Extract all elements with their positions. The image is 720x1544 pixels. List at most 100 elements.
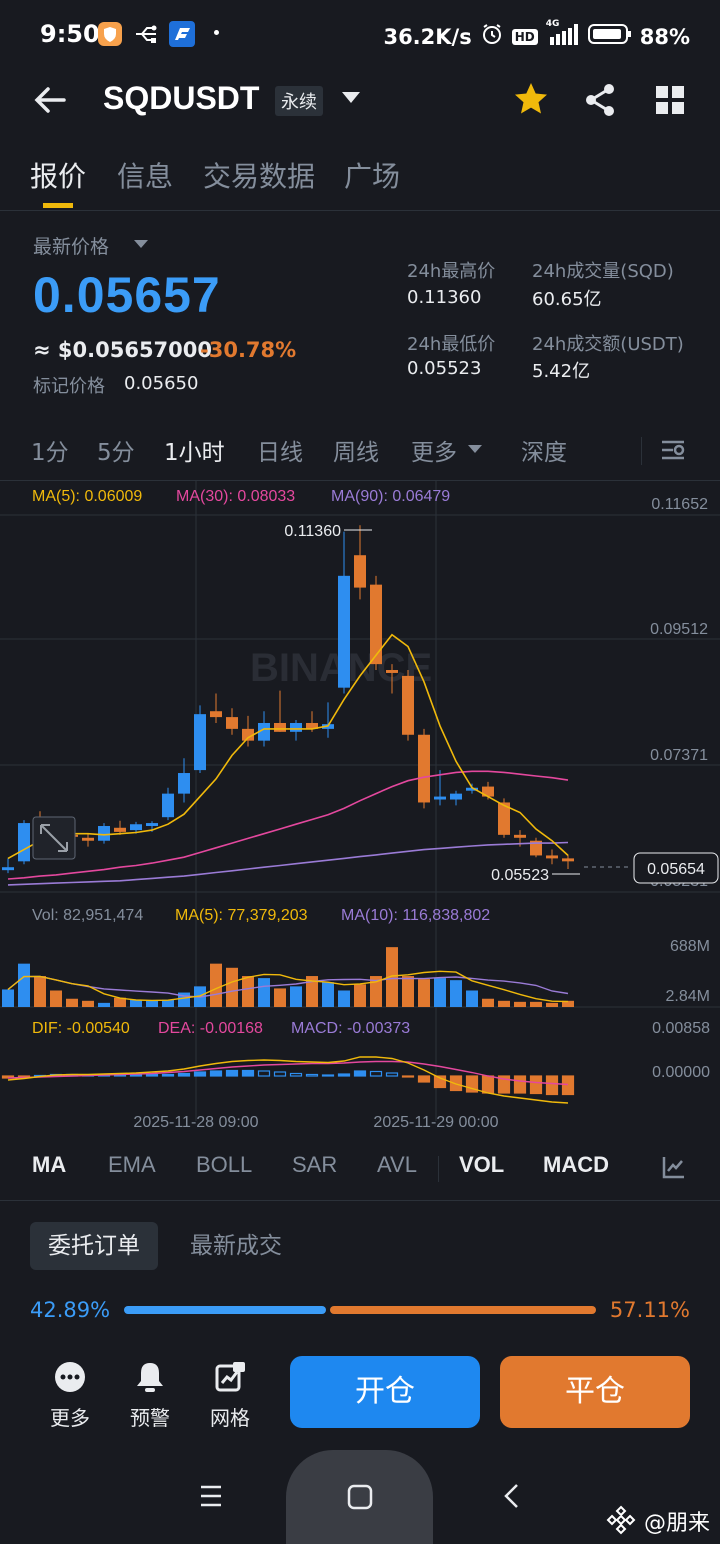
indicator-boll[interactable]: BOLL: [196, 1152, 253, 1177]
layout-grid-icon[interactable]: [655, 85, 685, 119]
indicator-vol[interactable]: VOL: [459, 1152, 505, 1177]
interval-5m[interactable]: 5分: [97, 440, 135, 466]
dif-legend: DIF: -0.00540: [32, 1020, 130, 1037]
kline-chart-svg[interactable]: BINANCE MA(5): 0.06009 MA(30): 0.08033 M…: [0, 481, 720, 1136]
kline-chart[interactable]: BINANCE MA(5): 0.06009 MA(30): 0.08033 M…: [0, 480, 720, 1135]
volume-bar: [402, 976, 414, 1007]
tab-quote[interactable]: 报价: [30, 160, 87, 193]
ma90-legend: MA(90): 0.06479: [331, 488, 450, 505]
symbol-title[interactable]: SQDUSDT: [103, 80, 260, 116]
grid-action[interactable]: 网格: [200, 1360, 260, 1431]
macd-hist-bar: [449, 1075, 463, 1092]
ma-lines-group: [7, 633, 569, 886]
macd-hist-bar: [353, 1070, 367, 1077]
macd-hist-bar: [241, 1069, 255, 1077]
volume-bar: [498, 1000, 510, 1007]
candle-body: [194, 714, 206, 771]
indicator-sar[interactable]: SAR: [292, 1152, 338, 1177]
candle-body: [274, 722, 286, 732]
price-type-dropdown-icon[interactable]: [134, 240, 148, 248]
volume-bar: [386, 947, 398, 1007]
favorite-star-icon[interactable]: [512, 80, 550, 122]
chart-settings-icon[interactable]: [659, 436, 687, 468]
macd-hist-bar: [321, 1074, 335, 1077]
candle-body: [482, 786, 494, 797]
interval-depth[interactable]: 深度: [521, 440, 567, 466]
current-price-tag[interactable]: [633, 852, 719, 884]
macd-hist-bar: [209, 1070, 223, 1077]
last-price-label[interactable]: 最新价格: [33, 236, 110, 258]
tab-info[interactable]: 信息: [117, 160, 174, 193]
battery-icon: [587, 23, 632, 50]
macd-legend: MACD: -0.00373: [291, 1020, 410, 1037]
more-label: 更多: [50, 1406, 90, 1430]
volume-axis-min: 2.84M: [666, 988, 710, 1005]
macd-hist-bar: [385, 1072, 399, 1077]
interval-1m[interactable]: 1分: [31, 440, 69, 466]
home-icon[interactable]: [347, 1484, 373, 1514]
open-position-button[interactable]: 开仓: [290, 1356, 480, 1428]
turnover-24h-label: 24h成交额(USDT): [532, 334, 684, 355]
interval-1h[interactable]: 1小时: [164, 440, 225, 466]
candle-body: [466, 787, 478, 791]
close-position-button[interactable]: 平仓: [500, 1356, 690, 1428]
volume-24h-label: 24h成交量(SQD): [532, 261, 674, 282]
alert-action[interactable]: 预警: [120, 1360, 180, 1431]
last-price: 0.05657: [33, 267, 221, 323]
interval-more[interactable]: 更多: [411, 440, 457, 466]
section-divider: [0, 1200, 720, 1201]
indicator-ema[interactable]: EMA: [108, 1152, 156, 1177]
interval-bar: 1分 5分 1小时 日线 周线 更多 深度: [0, 433, 720, 473]
candle-body: [338, 575, 350, 688]
candle-body: [114, 827, 126, 832]
more-dropdown-icon[interactable]: [468, 445, 482, 453]
tab-trading-data[interactable]: 交易数据: [203, 160, 316, 193]
price-change: -30.78%: [200, 338, 297, 362]
high-24h-value: 0.11360: [407, 287, 482, 308]
indicator-ma[interactable]: MA: [32, 1152, 67, 1177]
net-speed: 36.2K/s: [383, 24, 472, 49]
alarm-icon: [480, 22, 504, 51]
expand-chart-icon[interactable]: [32, 816, 76, 860]
interval-1d[interactable]: 日线: [257, 440, 303, 466]
dea-legend: DEA: -0.00168: [158, 1020, 263, 1037]
tab-open-orders[interactable]: 委托订单: [30, 1222, 158, 1270]
dot-icon: [214, 30, 219, 35]
macd-axis-max: 0.00858: [652, 1020, 710, 1037]
candle-body: [402, 675, 414, 735]
tab-latest-trades[interactable]: 最新成交: [190, 1233, 282, 1259]
volume-bar: [130, 999, 142, 1007]
indicator-avl[interactable]: AVL: [377, 1152, 417, 1177]
candle-body: [290, 722, 302, 732]
volume-bar: [2, 989, 14, 1007]
macd-hist-bar: [465, 1075, 479, 1093]
hd-icon: HD: [511, 28, 538, 45]
more-action[interactable]: 更多: [40, 1360, 100, 1431]
volume-axis-max: 688M: [670, 938, 710, 955]
mark-price-value: 0.05650: [124, 373, 199, 394]
share-icon[interactable]: [582, 82, 618, 122]
volume-bar: [322, 982, 334, 1007]
volume-bar: [98, 1002, 110, 1007]
recent-apps-icon[interactable]: [200, 1484, 222, 1512]
y-tick-2: 0.09512: [650, 621, 708, 638]
volume-bars-group: [2, 947, 574, 1007]
indicator-settings-icon[interactable]: [661, 1154, 687, 1184]
symbol-dropdown-icon[interactable]: [342, 92, 360, 103]
back-arrow-icon[interactable]: [30, 80, 70, 120]
status-bar: 9:50 36.2K/s HD 4G 88%: [0, 0, 720, 70]
candle-body: [226, 717, 238, 729]
nav-back-icon[interactable]: [502, 1482, 522, 1514]
macd-hist-bar: [193, 1071, 207, 1077]
interval-1w[interactable]: 周线: [333, 440, 379, 466]
macd-hist-bar: [513, 1075, 527, 1094]
indicator-macd[interactable]: MACD: [543, 1152, 609, 1177]
volume-bar: [258, 978, 270, 1007]
volume-bar: [338, 990, 350, 1007]
mark-price-label: 标记价格: [33, 376, 105, 397]
home-button-bg[interactable]: [286, 1450, 433, 1544]
volume-ma5-legend: MA(5): 77,379,203: [175, 907, 308, 924]
candle-body: [210, 711, 222, 718]
tab-square[interactable]: 广场: [344, 160, 401, 193]
candles-group: [2, 525, 574, 874]
